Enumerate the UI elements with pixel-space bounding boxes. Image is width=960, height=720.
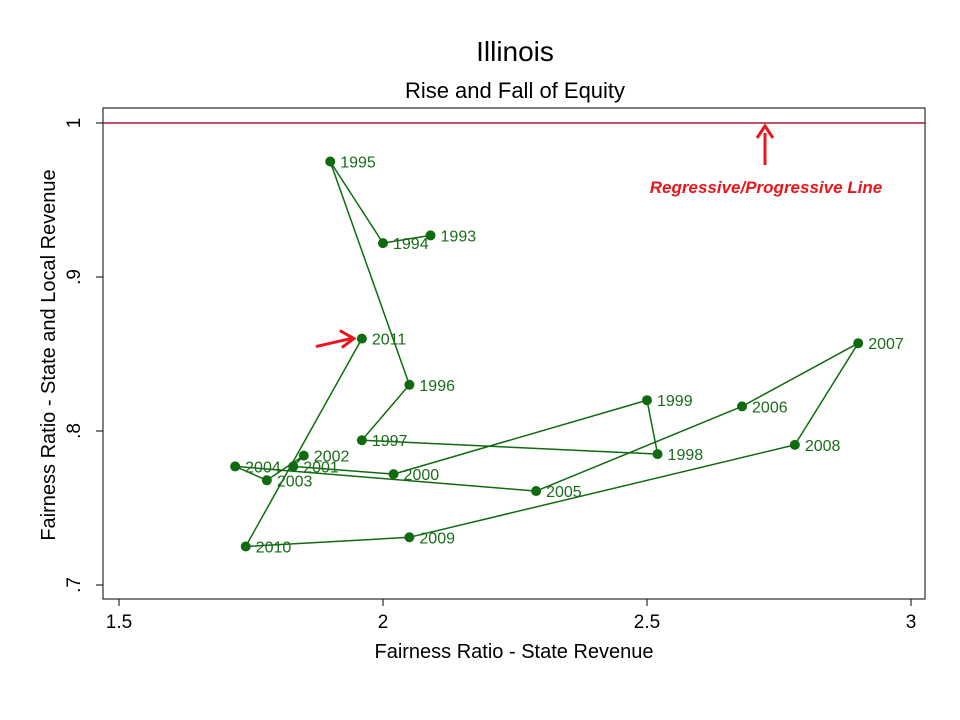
data-point-2002 — [298, 450, 309, 461]
y-tick-label: .7 — [64, 577, 85, 593]
point-label-2006: 2006 — [752, 399, 788, 416]
x-axis-label: Fairness Ratio - State Revenue — [374, 641, 653, 663]
chart-subtitle: Rise and Fall of Equity — [405, 78, 625, 103]
y-axis-label: Fairness Ratio - State and Local Revenue — [38, 169, 60, 540]
point-label-1999: 1999 — [657, 393, 693, 410]
data-point-2009 — [404, 532, 415, 543]
data-point-2007 — [853, 338, 864, 349]
highlight-arrow-shaft — [315, 337, 352, 349]
data-point-2011 — [356, 333, 367, 344]
point-labels: 1993 1994 1995 1996 1997 1998 1999 2000 20012002… — [245, 155, 904, 557]
reference-line-label: Regressive/Progressive Line — [650, 178, 882, 197]
series-group — [230, 156, 864, 552]
x-tick-label: 2.5 — [634, 612, 660, 633]
data-point-1993 — [425, 230, 436, 241]
data-point-2004 — [230, 461, 241, 472]
point-label-2007: 2007 — [868, 336, 904, 353]
y-tick-label: .8 — [64, 423, 85, 439]
data-point-2010 — [240, 541, 251, 552]
point-label-2003: 2003 — [277, 473, 313, 490]
y-tick-label: .9 — [64, 269, 85, 285]
x-tick-label: 2 — [378, 612, 389, 633]
data-point-2008 — [789, 439, 800, 450]
point-label-2008: 2008 — [805, 438, 841, 455]
data-point-1995 — [325, 156, 336, 167]
y-tick-label: 1 — [64, 118, 85, 129]
point-label-1995: 1995 — [340, 155, 376, 172]
data-point-2000 — [388, 469, 399, 480]
point-label-1997: 1997 — [372, 433, 408, 450]
x-tick-label: 1.5 — [106, 612, 132, 633]
point-label-2004: 2004 — [245, 459, 281, 476]
point-label-1996: 1996 — [419, 378, 455, 395]
data-point-2006 — [737, 401, 748, 412]
data-point-1999 — [642, 395, 652, 406]
axes-ticks: 1.5 2 2.5 3 .7 .8 .9 1 — [64, 118, 916, 633]
x-tick-label: 3 — [906, 612, 917, 633]
point-label-2001: 2001 — [303, 459, 339, 476]
point-label-2000: 2000 — [404, 467, 440, 484]
point-label-1998: 1998 — [668, 447, 704, 464]
point-label-1993: 1993 — [441, 228, 477, 245]
data-point-1996 — [404, 379, 415, 390]
data-point-2001 — [288, 461, 299, 472]
highlight-arrow-head — [339, 329, 357, 349]
reference-line-group: Regressive/Progressive Line — [103, 122, 925, 197]
data-point-1994 — [378, 238, 388, 249]
point-label-2009: 2009 — [419, 530, 455, 547]
data-point-2003 — [261, 475, 272, 486]
point-label-2011: 2011 — [372, 332, 407, 349]
data-point-2005 — [531, 486, 542, 497]
data-point-1997 — [356, 435, 367, 446]
point-label-2002: 2002 — [314, 449, 350, 466]
data-point-1998 — [652, 449, 663, 460]
chart-title: Illinois — [476, 36, 554, 67]
reference-arrow-head — [755, 123, 775, 139]
plot-area — [102, 107, 926, 600]
point-label-2005: 2005 — [546, 484, 582, 501]
point-label-1994: 1994 — [393, 236, 429, 253]
point-label-2010: 2010 — [256, 540, 292, 557]
